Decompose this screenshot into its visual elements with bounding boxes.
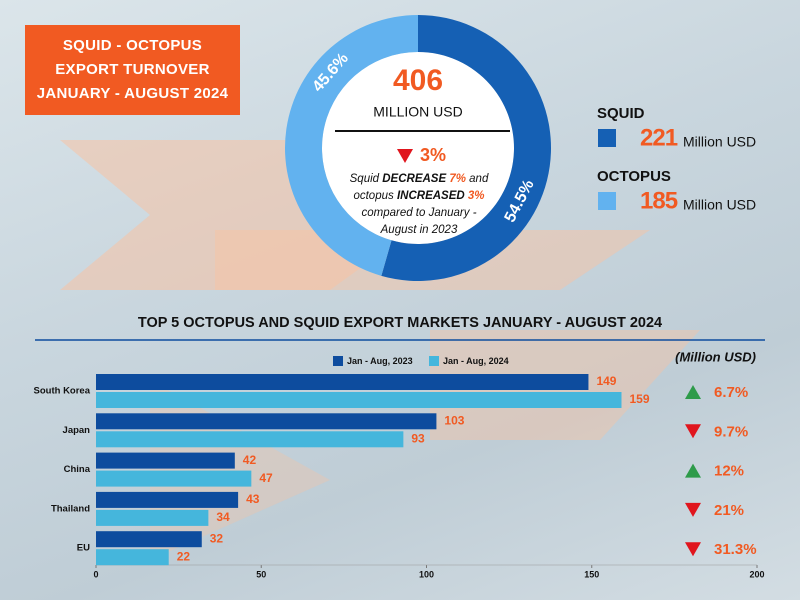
- change: 3%: [420, 145, 446, 165]
- value-label: 32: [210, 531, 224, 545]
- legend-swatch: [598, 129, 616, 147]
- change-arrow: [685, 463, 701, 478]
- bar: [96, 374, 589, 390]
- value-label: 22: [177, 549, 191, 563]
- bar: [96, 549, 169, 566]
- change-label: 21%: [714, 502, 744, 519]
- bar: [96, 531, 202, 548]
- bar-title: TOP 5 OCTOPUS AND SQUID EXPORT MARKETS J…: [138, 315, 662, 331]
- legend-unit: Million USD: [683, 134, 756, 150]
- unit-label: (Million USD): [675, 349, 756, 364]
- x-tick-label: 100: [419, 569, 434, 579]
- bar: [96, 509, 209, 526]
- title-line: EXPORT TURNOVER: [55, 61, 210, 78]
- donut-slice: [285, 15, 418, 276]
- y-tick-label: China: [64, 464, 91, 475]
- legend-swatch: [333, 356, 343, 366]
- value-label: 149: [596, 374, 616, 388]
- note-text: 7%: [446, 173, 466, 185]
- bar: [96, 470, 252, 487]
- bar: [96, 392, 622, 408]
- change-arrow: [685, 385, 701, 399]
- note-text: DECREASE: [382, 173, 447, 185]
- value-label: 93: [411, 431, 425, 445]
- value-label: 34: [216, 510, 230, 524]
- note-text: INCREASED: [396, 190, 465, 202]
- legend-label: Jan - Aug, 2024: [443, 356, 509, 366]
- title-box: SQUID - OCTOPUS EXPORT TURNOVER JANUARY …: [25, 25, 240, 115]
- change-label: 9.7%: [714, 423, 748, 440]
- value-label: 43: [246, 492, 260, 506]
- total: 406: [393, 64, 443, 97]
- value-label: 103: [444, 413, 464, 427]
- note-text: compared to January - August in 2023: [361, 207, 477, 236]
- x-tick-label: 200: [749, 569, 764, 579]
- total-unit: MILLION USD: [373, 104, 462, 120]
- value-label: 159: [629, 392, 649, 406]
- donut-center: [322, 52, 514, 244]
- change-arrow: [685, 424, 701, 439]
- bar: [96, 452, 235, 469]
- legend-amount: 185: [640, 187, 678, 214]
- change-arrow: [397, 149, 413, 163]
- note-text: and octopus: [353, 173, 489, 202]
- x-tick-label: 0: [93, 569, 98, 579]
- y-tick-label: Japan: [63, 425, 91, 436]
- legend-unit: Million USD: [683, 197, 756, 213]
- y-tick-label: EU: [77, 543, 90, 554]
- note: Squid DECREASE 7% and octopus INCREASED …: [348, 171, 490, 239]
- title-line: JANUARY - AUGUST 2024: [36, 85, 229, 102]
- change-arrow: [685, 502, 701, 517]
- note-text: 3%: [464, 190, 485, 202]
- legend-name: OCTOPUS: [597, 168, 671, 185]
- change-label: 12%: [714, 463, 744, 480]
- legend-name: SQUID: [597, 105, 645, 122]
- y-tick-label: Thailand: [51, 503, 90, 514]
- value-label: 42: [243, 453, 257, 467]
- legend-swatch: [598, 192, 616, 210]
- x-tick-label: 150: [584, 569, 599, 579]
- donut-slice: [381, 15, 551, 282]
- change-label: 6.7%: [714, 384, 748, 401]
- legend-amount: 221: [640, 124, 678, 151]
- legend-swatch: [429, 356, 439, 366]
- value-label: 47: [259, 471, 273, 485]
- change-arrow: [685, 542, 701, 557]
- bar: [96, 431, 404, 448]
- note-text: Squid: [349, 173, 383, 185]
- y-tick-label: South Korea: [34, 386, 91, 397]
- change-label: 31.3%: [714, 541, 757, 558]
- bar: [96, 413, 437, 430]
- title-line: SQUID - OCTOPUS: [62, 37, 203, 54]
- x-tick-label: 50: [256, 569, 266, 579]
- legend-label: Jan - Aug, 2023: [347, 356, 413, 366]
- bar: [96, 491, 239, 508]
